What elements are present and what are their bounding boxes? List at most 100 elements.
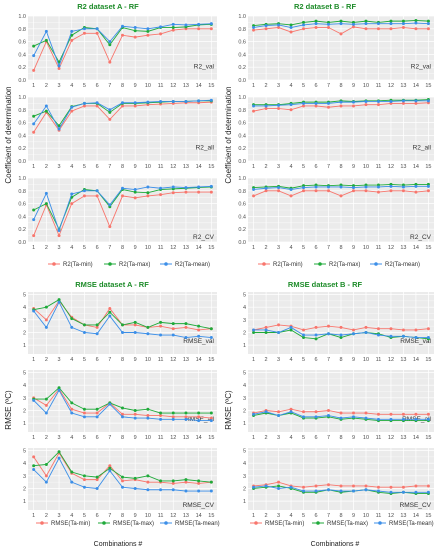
data-point-mean (133, 330, 137, 334)
x-tick-label: 5 (302, 164, 305, 170)
data-point-min (314, 325, 318, 329)
data-point-mean (184, 23, 188, 27)
data-point-mean (401, 490, 405, 494)
x-tick-label: 13 (400, 164, 406, 170)
data-point-mean (70, 29, 74, 33)
x-tick-label: 11 (376, 83, 382, 89)
data-point-min (264, 325, 268, 329)
y-tick-label: 2 (23, 486, 26, 492)
x-tick-label: 1 (32, 435, 35, 441)
data-point-mean (339, 22, 343, 26)
data-point-mean (197, 99, 201, 103)
y-tick-label: 1.0 (18, 95, 26, 101)
data-point-max (57, 386, 61, 390)
x-tick-label: 14 (196, 357, 202, 363)
legend-label: R2(Ta-min) (273, 262, 303, 268)
data-point-mean (121, 101, 124, 105)
facet-label: RMSE_CV (183, 502, 215, 509)
x-tick-label: 14 (413, 245, 419, 251)
data-point-mean (209, 336, 213, 340)
x-tick-label: 14 (196, 164, 202, 170)
data-point-mean (314, 415, 318, 419)
x-tick-label: 3 (58, 164, 61, 170)
facet-r2-val: 0.00.20.40.60.81.01 2 3 4 5 6 7 8 9 10 11 12 13 14 15R… (238, 14, 434, 89)
data-point-mean (159, 417, 163, 421)
data-point-mean (57, 456, 61, 460)
data-point-max (82, 474, 86, 478)
data-point-mean (376, 99, 380, 103)
data-point-min (209, 416, 213, 420)
data-point-max (289, 23, 293, 27)
x-tick-label: 10 (363, 357, 369, 363)
x-tick-label: 13 (183, 164, 189, 170)
data-point-mean (351, 22, 355, 26)
data-point-mean (364, 330, 368, 334)
data-point-min (44, 318, 48, 322)
x-tick-label: 14 (196, 435, 202, 441)
x-tick-label: 11 (158, 435, 164, 441)
data-point-mean (32, 54, 36, 58)
data-point-mean (184, 99, 188, 103)
data-point-min (159, 324, 163, 328)
data-point-min (389, 327, 393, 331)
y-tick-label: 2 (243, 486, 246, 492)
data-point-max (82, 323, 86, 327)
x-tick-label: 1 (32, 357, 35, 363)
facet-r2-cv: 0.00.20.40.60.81.01 2 3 4 5 6 7 8 9 10 11 12 13 14 15R… (18, 176, 217, 251)
data-point-max (108, 43, 112, 47)
x-tick-label: 7 (327, 83, 330, 89)
legend-label: R2(Ta-mean) (175, 262, 210, 268)
facet-label: RMSE_val (400, 338, 431, 345)
x-tick-label: 14 (413, 435, 419, 441)
facet-r2-val: 0.00.20.40.60.81.01 2 3 4 5 6 7 8 9 10 11 12 13 14 15R… (18, 14, 217, 89)
y-tick-label: 1 (243, 421, 246, 427)
y-tick-label: 0.6 (18, 40, 26, 46)
data-point-mean (82, 101, 86, 105)
y-tick-label: 5 (23, 449, 26, 455)
xlabel-a: Combinations # (94, 541, 143, 548)
data-point-mean (159, 333, 163, 337)
data-point-min (302, 27, 306, 31)
data-point-max (57, 450, 61, 454)
data-point-mean (252, 485, 256, 489)
legend-label: RMSE(Ta-mean) (175, 521, 220, 527)
y-tick-label: 3 (243, 318, 246, 324)
data-point-mean (376, 22, 380, 26)
y-tick-label: 1.0 (238, 176, 246, 182)
data-point-max (121, 406, 124, 410)
data-point-mean (197, 419, 201, 423)
data-point-min (159, 414, 163, 418)
x-tick-label: 8 (121, 245, 124, 251)
data-point-mean (277, 23, 281, 27)
x-tick-label: 1 (252, 245, 255, 251)
data-point-min (289, 30, 293, 34)
x-tick-label: 9 (134, 435, 137, 441)
x-tick-label: 11 (158, 357, 164, 363)
x-tick-label: 3 (277, 435, 280, 441)
data-point-min (376, 327, 380, 331)
y-tick-label: 0.4 (18, 52, 26, 58)
data-point-mean (57, 228, 61, 232)
x-tick-label: 13 (400, 435, 406, 441)
data-point-min (376, 103, 380, 107)
data-point-min (82, 194, 86, 198)
legend-item-max: R2(Ta-max) (314, 262, 360, 268)
legend-label: R2(Ta-min) (63, 262, 93, 268)
y-tick-label: 1.0 (18, 14, 26, 20)
x-tick-label: 11 (376, 245, 382, 251)
data-point-mean (339, 489, 343, 493)
chart-panels: 0.00.20.40.60.81.01 2 3 4 5 6 7 8 9 10 11 12 13 14 15R… (18, 14, 434, 519)
data-point-max (264, 330, 268, 334)
x-tick-label: 13 (183, 357, 189, 363)
x-tick-label: 2 (45, 164, 48, 170)
x-tick-label: 10 (145, 435, 151, 441)
data-point-mean (82, 485, 86, 489)
x-tick-label: 14 (196, 245, 202, 251)
data-point-mean (264, 484, 268, 488)
data-point-max (146, 325, 150, 329)
y-tick-label: 0.0 (18, 159, 26, 165)
data-point-max (57, 124, 61, 128)
x-tick-label: 4 (290, 245, 293, 251)
data-point-min (95, 325, 99, 329)
